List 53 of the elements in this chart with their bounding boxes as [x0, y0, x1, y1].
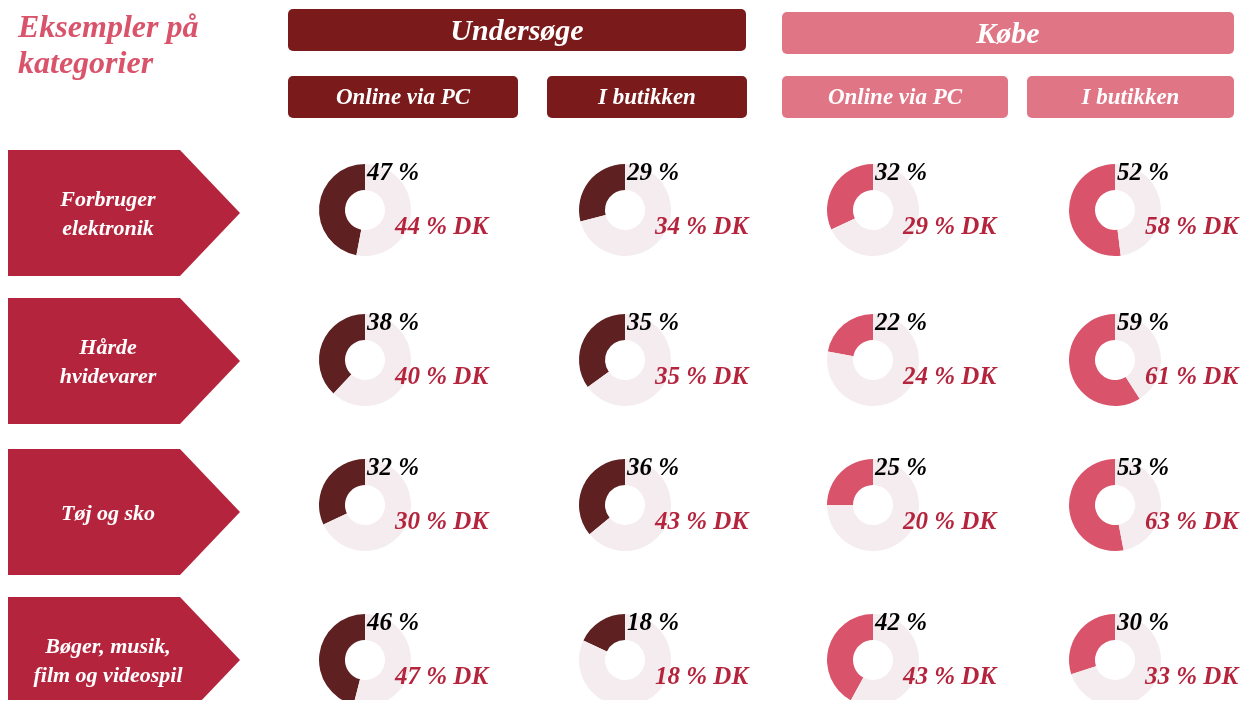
data-label: 46 %: [367, 608, 420, 636]
text: 34 % DK: [655, 212, 749, 240]
donut-slice: [319, 314, 365, 394]
text: 43 % DK: [903, 662, 997, 690]
text: 18 % DK: [655, 662, 749, 690]
header-box: I butikken: [547, 76, 747, 118]
header-box: Undersøge: [288, 9, 746, 51]
data-label: 59 %: [1117, 308, 1170, 336]
text: 33 % DK: [1145, 662, 1239, 690]
donut-slice: [319, 164, 365, 256]
text: Bøger, musik, film og videospil: [33, 632, 183, 689]
text: 63 % DK: [1145, 507, 1239, 535]
data-label: 36 %: [627, 453, 680, 481]
donut-slice: [827, 164, 873, 230]
text: 43 % DK: [655, 507, 749, 535]
text: 44 % DK: [395, 212, 489, 240]
text: Hårde hvidevarer: [58, 333, 158, 390]
text: 47 % DK: [395, 662, 489, 690]
donut-slice: [827, 459, 873, 505]
data-label: 47 %: [367, 158, 420, 186]
text: 61 % DK: [1145, 362, 1239, 390]
data-label: 18 %: [627, 608, 680, 636]
donut-slice: [579, 314, 625, 388]
data-label: 30 %: [1117, 608, 1170, 636]
data-label: 42 %: [875, 608, 928, 636]
data-label: 32 %: [875, 158, 928, 186]
text: Eksempler på kategorier: [18, 8, 200, 80]
data-label: 53 %: [1117, 453, 1170, 481]
data-label: 25 %: [875, 453, 928, 481]
text: 20 % DK: [903, 507, 997, 535]
data-label: 52 %: [1117, 158, 1170, 186]
donut-slice: [579, 164, 625, 222]
text: 40 % DK: [395, 362, 489, 390]
data-label: 32 %: [367, 453, 420, 481]
header-box: Købe: [782, 12, 1234, 54]
text: 29 % DK: [903, 212, 997, 240]
donut-slice: [579, 459, 625, 535]
data-label: 35 %: [627, 308, 680, 336]
donut-slice: [319, 459, 365, 525]
text: Tøj og sko: [59, 498, 157, 527]
text: 30 % DK: [395, 507, 489, 535]
data-label: 22 %: [875, 308, 928, 336]
text: 24 % DK: [903, 362, 997, 390]
text: 35 % DK: [655, 362, 749, 390]
text: 58 % DK: [1145, 212, 1239, 240]
data-label: 38 %: [367, 308, 420, 336]
header-box: I butikken: [1027, 76, 1234, 118]
text: Forbruger elektronik: [59, 185, 157, 242]
header-box: Online via PC: [288, 76, 518, 118]
header-box: Online via PC: [782, 76, 1008, 118]
data-label: 29 %: [627, 158, 680, 186]
donut-slice: [1069, 314, 1140, 406]
donut-slice: [827, 314, 873, 357]
